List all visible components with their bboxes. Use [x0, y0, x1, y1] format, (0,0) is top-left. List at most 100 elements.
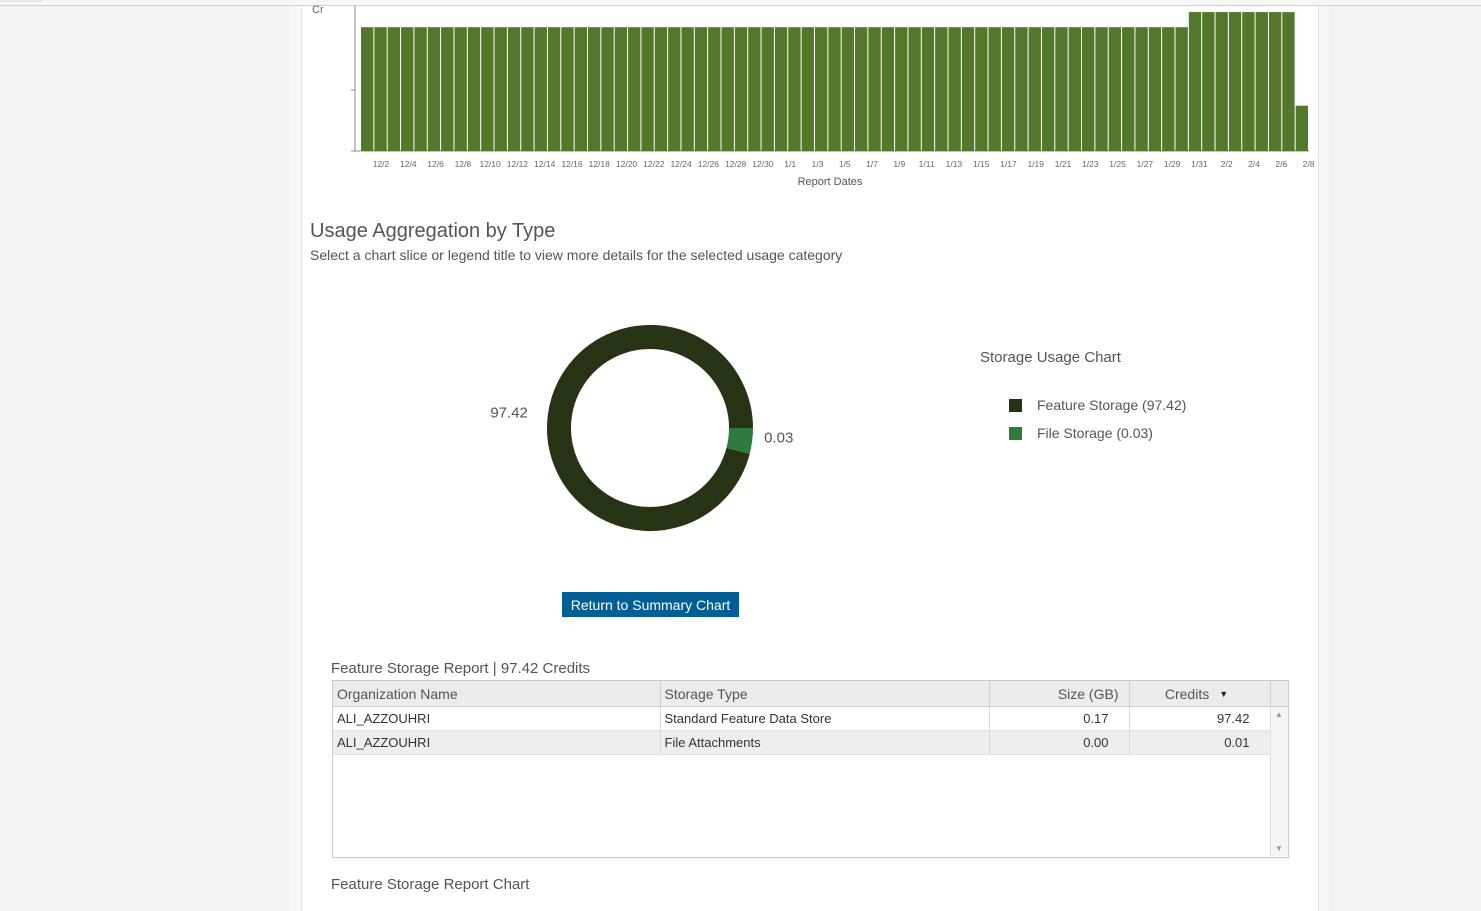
bar-mark[interactable]: [908, 27, 921, 151]
x-tick-label: 1/15: [973, 159, 990, 169]
bar-mark[interactable]: [868, 27, 881, 151]
return-to-summary-button[interactable]: Return to Summary Chart: [562, 592, 739, 617]
bar-mark[interactable]: [721, 27, 734, 151]
bar-mark[interactable]: [881, 27, 895, 151]
bar-mark[interactable]: [401, 27, 414, 151]
bar-mark[interactable]: [921, 27, 935, 151]
bar-mark[interactable]: [1202, 12, 1215, 151]
sort-descending-icon[interactable]: ▼: [1219, 688, 1229, 699]
bar-mark[interactable]: [961, 27, 975, 151]
bar-mark[interactable]: [601, 27, 614, 151]
bar-mark[interactable]: [975, 27, 988, 151]
bar-mark[interactable]: [641, 27, 654, 151]
bar-mark[interactable]: [481, 27, 494, 151]
bar-mark[interactable]: [654, 27, 668, 151]
bar-mark[interactable]: [855, 27, 868, 151]
bar-mark[interactable]: [1188, 12, 1202, 151]
bar-mark[interactable]: [1122, 27, 1135, 151]
x-tick-label: 12/20: [616, 159, 638, 169]
bar-mark[interactable]: [748, 27, 761, 151]
bar-mark[interactable]: [427, 27, 441, 151]
bar-mark[interactable]: [1255, 12, 1268, 151]
bar-mark[interactable]: [1015, 27, 1028, 151]
bar-mark[interactable]: [828, 27, 841, 151]
bar-mark[interactable]: [1135, 27, 1148, 151]
x-tick-label: 1/29: [1164, 159, 1181, 169]
bar-mark[interactable]: [561, 27, 574, 151]
x-tick-label: 2/2: [1221, 159, 1233, 169]
bar-mark[interactable]: [534, 27, 547, 151]
column-header-organization[interactable]: Organization Name: [333, 681, 661, 707]
bar-mark[interactable]: [1228, 12, 1242, 151]
bar-mark[interactable]: [1041, 27, 1055, 151]
bar-mark[interactable]: [441, 27, 454, 151]
bar-mark[interactable]: [1001, 27, 1015, 151]
table-scrollbar[interactable]: ▲ ▼: [1270, 707, 1288, 856]
bar-mark[interactable]: [788, 27, 801, 151]
bar-mark[interactable]: [1215, 12, 1228, 151]
column-header-credits[interactable]: Credits ▼: [1129, 681, 1271, 707]
bar-mark[interactable]: [841, 27, 855, 151]
x-tick-label: 1/17: [1000, 159, 1017, 169]
bar-mark[interactable]: [587, 27, 601, 151]
bar-mark[interactable]: [814, 27, 828, 151]
cell-size: 0.00: [989, 730, 1130, 755]
legend-swatch: [1009, 427, 1022, 440]
bar-mark[interactable]: [1082, 27, 1095, 151]
bar-mark[interactable]: [628, 27, 641, 151]
column-header-size[interactable]: Size (GB): [989, 681, 1130, 707]
bar-mark[interactable]: [734, 27, 748, 151]
bar-mark[interactable]: [895, 27, 908, 151]
bar-mark[interactable]: [668, 27, 681, 151]
bar-mark[interactable]: [1055, 27, 1068, 151]
legend-item-feature-storage[interactable]: Feature Storage (97.42): [1009, 397, 1186, 413]
x-tick-label: 1/21: [1055, 159, 1072, 169]
legend-item-file-storage[interactable]: File Storage (0.03): [1009, 425, 1153, 441]
donut-data-label: 0.03: [764, 429, 793, 446]
bar-mark[interactable]: [1068, 27, 1082, 151]
bar-mark[interactable]: [414, 27, 427, 151]
bar-mark[interactable]: [1295, 105, 1308, 151]
bar-mark[interactable]: [761, 27, 774, 151]
bar-mark[interactable]: [681, 27, 694, 151]
scroll-down-icon[interactable]: ▼: [1275, 844, 1283, 853]
bar-mark[interactable]: [374, 27, 387, 151]
bar-mark[interactable]: [694, 27, 708, 151]
bar-mark[interactable]: [387, 27, 401, 151]
bar-mark[interactable]: [454, 27, 467, 151]
bar-mark[interactable]: [467, 27, 481, 151]
bar-mark[interactable]: [1095, 27, 1108, 151]
bar-mark[interactable]: [988, 27, 1001, 151]
bar-mark[interactable]: [708, 27, 721, 151]
bar-mark[interactable]: [361, 27, 374, 151]
report-chart-title: Feature Storage Report Chart: [331, 876, 530, 893]
scroll-up-icon[interactable]: ▲: [1275, 710, 1283, 719]
bar-mark[interactable]: [774, 27, 788, 151]
donut-slice-feature-storage[interactable]: [547, 325, 753, 531]
bar-mark[interactable]: [507, 27, 521, 151]
table-row[interactable]: ALI_AZZOUHRI Standard Feature Data Store…: [333, 706, 1271, 731]
bar-mark[interactable]: [1148, 27, 1162, 151]
bar-mark[interactable]: [1282, 12, 1295, 151]
bar-mark[interactable]: [948, 27, 961, 151]
bar-mark[interactable]: [935, 27, 948, 151]
storage-usage-donut-chart[interactable]: 97.42 0.03: [480, 310, 880, 560]
bar-mark[interactable]: [494, 27, 507, 151]
bar-mark[interactable]: [1175, 27, 1188, 151]
bar-mark[interactable]: [1268, 12, 1282, 151]
bar-mark[interactable]: [801, 27, 814, 151]
x-tick-label: 1/1: [784, 159, 796, 169]
bar-mark[interactable]: [1028, 27, 1041, 151]
bar-mark[interactable]: [521, 27, 534, 151]
cell-credits: 97.42: [1129, 706, 1271, 731]
bar-mark[interactable]: [547, 27, 561, 151]
table-row[interactable]: ALI_AZZOUHRI File Attachments 0.00 0.01: [333, 730, 1271, 755]
column-header-storage-type[interactable]: Storage Type: [660, 681, 990, 707]
bar-mark[interactable]: [614, 27, 628, 151]
x-tick-label: 12/4: [400, 159, 417, 169]
bar-mark[interactable]: [1108, 27, 1122, 151]
bar-mark[interactable]: [1242, 12, 1255, 151]
bar-mark[interactable]: [1162, 27, 1175, 151]
donut-slice-file-storage[interactable]: [726, 427, 753, 454]
bar-mark[interactable]: [574, 27, 587, 151]
